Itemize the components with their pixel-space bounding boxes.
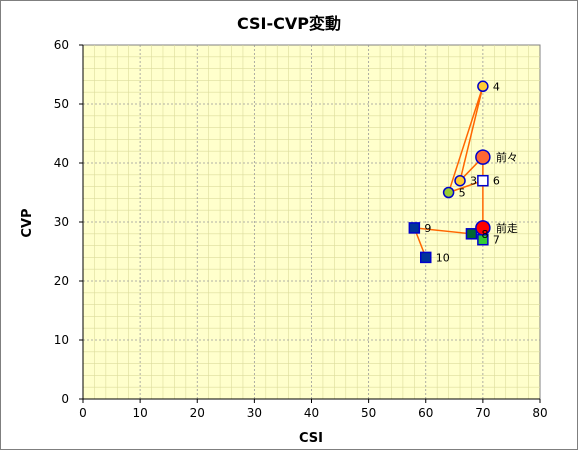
data-label-8: 8	[481, 228, 488, 241]
data-point-6	[477, 174, 489, 187]
data-label-4: 4	[493, 80, 500, 93]
grid-lines	[82, 45, 540, 400]
y-tick-label: 10	[54, 333, 69, 347]
data-label-7: 7	[493, 234, 500, 247]
y-tick-label: 40	[54, 156, 69, 170]
x-tick-label: 0	[79, 406, 87, 420]
data-point-3	[454, 174, 466, 187]
x-tick-label: 80	[532, 406, 547, 420]
data-point-5	[442, 186, 455, 199]
data-markers	[408, 80, 491, 264]
y-tick-label: 0	[61, 392, 69, 406]
y-tick-label: 20	[54, 274, 69, 288]
y-tick-label: 30	[54, 215, 69, 229]
y-tick-label: 60	[54, 38, 69, 52]
data-label-前々: 前々	[496, 150, 518, 164]
data-point-前走	[475, 220, 491, 236]
x-tick-label: 40	[304, 406, 319, 420]
data-label-5: 5	[459, 187, 466, 200]
x-tick-label: 20	[190, 406, 205, 420]
x-tick-label: 30	[247, 406, 262, 420]
data-label-10: 10	[436, 251, 450, 264]
x-tick-label: 60	[418, 406, 433, 420]
data-label-6: 6	[493, 175, 500, 188]
data-labels: 前走 前々 3 4 5 6 78 9 10	[424, 80, 518, 264]
data-label-9: 9	[424, 222, 431, 235]
x-axis-label: CSI	[299, 431, 323, 446]
chart-title: CSI-CVP変動	[237, 14, 341, 33]
x-tick-label: 50	[361, 406, 376, 420]
series-path	[413, 86, 484, 258]
data-label-3: 3	[470, 175, 477, 188]
x-tick-label: 70	[475, 406, 490, 420]
data-point-前々	[475, 149, 491, 165]
y-tick-label: 50	[54, 97, 69, 111]
x-tick-label: 10	[132, 406, 147, 420]
data-label-前走: 前走	[496, 221, 518, 235]
y-axis-label: CVP	[20, 208, 35, 237]
data-point-4	[477, 80, 489, 93]
series-line-path	[413, 86, 484, 258]
data-point-9	[408, 222, 421, 234]
tick-labels: 0 10 20 30 40 50 60 70 80 0 10 20 30 40 50 60	[54, 38, 548, 420]
data-point-10	[420, 251, 432, 264]
data-point-8	[465, 228, 478, 240]
